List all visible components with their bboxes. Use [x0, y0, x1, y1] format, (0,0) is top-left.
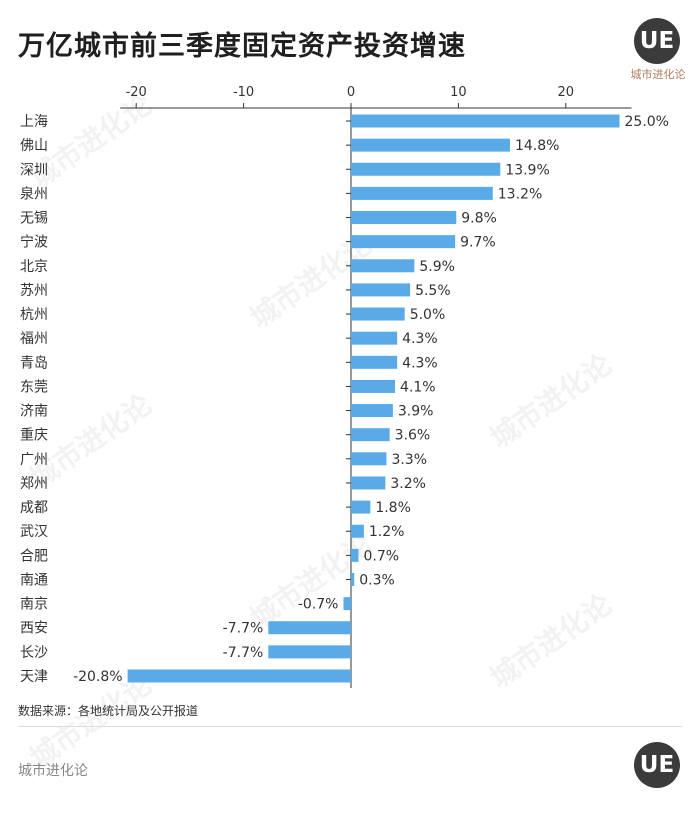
category-label: 北京: [20, 259, 48, 275]
bar: [351, 428, 390, 442]
bar: [351, 307, 405, 321]
brand-logo: UE 城市进化论: [631, 18, 690, 81]
category-label: 长沙: [20, 645, 48, 661]
bar: [351, 476, 386, 490]
footer-brand: 城市进化论: [18, 763, 88, 779]
data-label: 1.2%: [369, 524, 405, 540]
bar: [351, 548, 359, 562]
bar: [351, 162, 501, 176]
bar: [351, 331, 398, 345]
bar: [351, 259, 415, 273]
data-label: 0.3%: [359, 572, 395, 588]
bar: [351, 404, 393, 418]
data-label: -20.8%: [73, 669, 123, 685]
bar: [268, 621, 351, 635]
bar: [351, 283, 411, 297]
bar: [127, 669, 351, 683]
footer-logo: UE: [634, 742, 680, 788]
category-label: 南通: [20, 572, 48, 588]
category-label: 南京: [20, 597, 48, 613]
data-label: 1.8%: [375, 500, 411, 516]
data-label: 4.3%: [402, 331, 438, 347]
category-label: 宁波: [20, 234, 48, 251]
bar: [351, 235, 456, 249]
x-axis: -20 -10 0 10 20: [120, 85, 632, 688]
x-tick-label: -10: [233, 85, 254, 100]
category-label: 杭州: [20, 307, 48, 323]
data-label: 0.7%: [364, 548, 400, 564]
data-label: 4.1%: [400, 379, 436, 395]
category-label: 广州: [20, 452, 48, 468]
category-label: 天津: [20, 669, 48, 685]
data-label: 25.0%: [625, 114, 669, 130]
category-label: 深圳: [20, 162, 48, 178]
data-label: 3.3%: [391, 452, 427, 468]
logo-letters: UE: [634, 18, 680, 64]
category-label: 福州: [20, 331, 48, 347]
bars-group: [127, 114, 620, 683]
category-label: 青岛: [20, 355, 48, 371]
data-label: 3.9%: [398, 404, 434, 420]
brand-name: 城市进化论: [630, 68, 686, 81]
data-label: 9.7%: [460, 235, 496, 251]
bar: [351, 114, 620, 128]
bar: [351, 186, 493, 200]
bar: [351, 500, 371, 514]
bar: [351, 138, 510, 152]
data-label: 13.2%: [498, 186, 542, 202]
category-label: 苏州: [20, 283, 48, 299]
data-label: 5.5%: [415, 283, 451, 299]
data-label: 14.8%: [515, 138, 559, 154]
category-label: 东莞: [20, 379, 48, 395]
bar: [351, 452, 387, 466]
category-label: 无锡: [20, 211, 48, 227]
data-label: 5.9%: [419, 259, 455, 275]
data-label: -7.7%: [223, 645, 264, 661]
category-label: 泉州: [20, 185, 48, 202]
x-tick-label: 0: [347, 85, 355, 100]
category-label: 西安: [20, 621, 48, 637]
data-label: 3.2%: [390, 476, 426, 492]
divider-line: [18, 726, 682, 727]
data-label: -7.7%: [223, 621, 264, 637]
x-tick-label: 10: [450, 85, 467, 100]
x-tick-label: -20: [126, 85, 147, 100]
bar: [351, 524, 364, 538]
data-source: 数据来源：各地统计局及公开报道: [18, 704, 199, 718]
bar: [343, 597, 351, 611]
data-label: 3.6%: [395, 428, 431, 444]
bar: [351, 355, 398, 369]
data-label: 9.8%: [461, 211, 497, 227]
bar: [268, 645, 351, 659]
bar: [351, 379, 396, 393]
bar: [351, 572, 355, 586]
category-label: 武汉: [20, 524, 48, 540]
category-label: 佛山: [20, 138, 48, 154]
category-label: 济南: [20, 404, 48, 420]
data-label: 4.3%: [402, 355, 438, 371]
data-label: 5.0%: [410, 307, 446, 323]
data-label: -0.7%: [298, 597, 339, 613]
x-tick-label: 20: [558, 85, 575, 100]
bar: [351, 211, 457, 225]
category-label: 合肥: [20, 548, 48, 564]
category-label: 重庆: [20, 428, 48, 444]
chart-title: 万亿城市前三季度固定资产投资增速: [18, 31, 466, 62]
category-label: 郑州: [20, 476, 48, 492]
labels-group: 上海 25.0% 佛山 14.8% 深圳 13.9% 泉州 13.2% 无锡 9.8% 宁波 9.7%…: [20, 114, 669, 685]
bar-chart: -20 -10 0 10 20 上海 25.0% 佛山 14.8% 深圳 13.9% 泉州 13.2%…: [20, 85, 669, 688]
data-label: 13.9%: [505, 162, 549, 178]
category-label: 成都: [20, 500, 48, 516]
category-label: 上海: [20, 114, 48, 130]
